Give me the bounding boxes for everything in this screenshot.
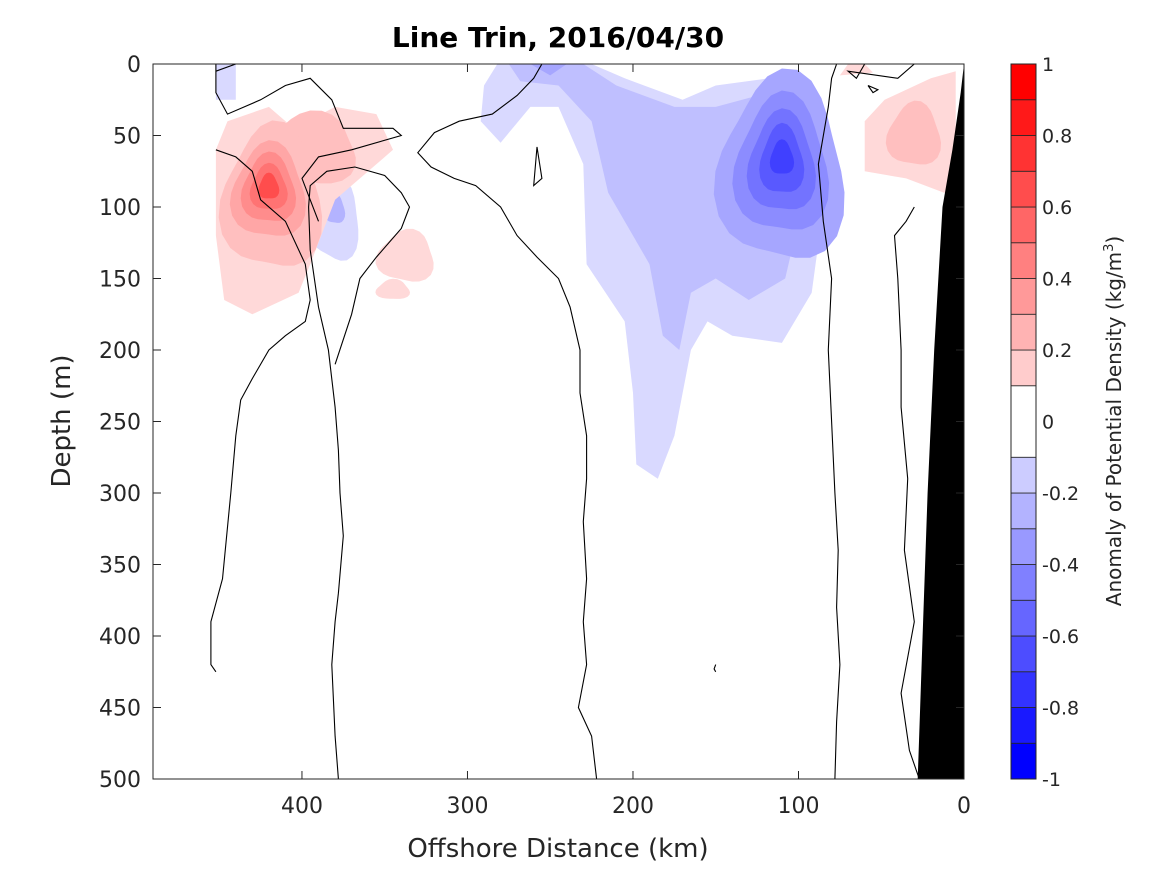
colorbar-swatch — [1010, 170, 1037, 208]
chart-title: Line Trin, 2016/04/30 — [392, 21, 724, 54]
contour-3 — [417, 64, 598, 779]
x-tick-label: 300 — [446, 794, 488, 819]
colorbar-tick-label: -1 — [1042, 769, 1061, 791]
negative-band-surface — [530, 64, 567, 76]
contour-7 — [867, 84, 880, 94]
contour-1c — [215, 64, 236, 72]
positive-coast-2 — [885, 100, 941, 165]
x-axis-label: Offshore Distance (km) — [407, 834, 708, 864]
y-tick-label: 200 — [99, 339, 141, 364]
colorbar-swatch — [1010, 385, 1037, 458]
colorbar-swatch — [1010, 135, 1037, 172]
colorbar-swatch — [1010, 707, 1037, 744]
contour-1 — [210, 149, 311, 673]
contour-4 — [817, 64, 841, 779]
colorbar-tick-label: 0.8 — [1042, 126, 1072, 148]
negative-band-7 — [769, 139, 795, 174]
y-tick-label: 350 — [99, 554, 141, 579]
y-tick-label: 150 — [99, 268, 141, 293]
y-tick-label: 400 — [99, 625, 141, 650]
colorbar-swatch — [1010, 313, 1037, 351]
colorbar-swatch — [1010, 492, 1037, 530]
contour-2 — [308, 166, 411, 779]
x-tick-label: 400 — [281, 794, 323, 819]
y-tick-label: 500 — [99, 768, 141, 793]
colorbar-tick-label: 1 — [1042, 54, 1054, 76]
colorbar-swatch — [1010, 671, 1037, 708]
contour-8 — [533, 146, 543, 187]
colorbar-swatch — [1010, 599, 1037, 637]
colorbar: 1 0.8 0.6 0.4 0.2 0 -0.2 -0.4 -0.6 -0.8 -1 — [1010, 54, 1079, 791]
y-axis-label: Depth (m) — [47, 354, 77, 487]
colorbar-tick-label: 0 — [1042, 412, 1054, 434]
colorbar-swatch — [1010, 528, 1037, 565]
colorbar-swatch — [1010, 456, 1037, 494]
colorbar-tick-label: 0.6 — [1042, 197, 1072, 219]
positive-patch-1 — [375, 228, 434, 282]
colorbar-tick-label: -0.2 — [1042, 483, 1079, 505]
contour-5 — [893, 206, 920, 779]
colorbar-swatch — [1010, 99, 1037, 136]
colorbar-swatch — [1010, 564, 1037, 601]
x-axis-ticks: 400 300 200 100 0 — [281, 64, 971, 819]
y-tick-label: 450 — [99, 697, 141, 722]
colorbar-swatch — [1010, 742, 1037, 780]
positive-coast-surface — [839, 64, 873, 76]
positive-band-6 — [258, 172, 280, 199]
y-tick-label: 100 — [99, 196, 141, 221]
colorbar-tick-label: -0.8 — [1042, 698, 1079, 720]
colorbar-swatch — [1010, 278, 1037, 315]
colorbar-tick-label: -0.4 — [1042, 555, 1079, 577]
colorbar-swatch — [1010, 349, 1037, 387]
zero-contours — [210, 64, 920, 779]
colorbar-swatch — [1010, 63, 1037, 101]
x-tick-label: 0 — [957, 794, 971, 819]
bathymetry-land — [917, 64, 964, 779]
y-tick-label: 50 — [113, 125, 141, 150]
x-tick-label: 100 — [777, 794, 819, 819]
contour-6 — [846, 64, 915, 80]
negative-surface-left — [215, 64, 236, 100]
anomaly-field — [215, 64, 956, 479]
contour-1b — [215, 64, 403, 222]
colorbar-tick-label: 0.2 — [1042, 340, 1072, 362]
colorbar-swatch — [1010, 206, 1037, 244]
colorbar-swatch — [1010, 242, 1037, 279]
y-tick-label: 250 — [99, 411, 141, 436]
x-tick-label: 200 — [612, 794, 654, 819]
colorbar-tick-label: 0.4 — [1042, 269, 1072, 291]
colorbar-swatch — [1010, 635, 1037, 673]
colorbar-label: Anomaly of Potential Density (kg/m3) — [1102, 236, 1126, 606]
y-axis-ticks: 0 50 100 150 200 250 300 350 400 450 500 — [99, 53, 964, 793]
colorbar-tick-label: -0.6 — [1042, 626, 1079, 648]
contour-9 — [713, 664, 717, 673]
positive-patch-2 — [375, 278, 410, 299]
colorbar-frame — [1010, 63, 1037, 780]
y-tick-label: 0 — [127, 53, 141, 78]
y-tick-label: 300 — [99, 482, 141, 507]
